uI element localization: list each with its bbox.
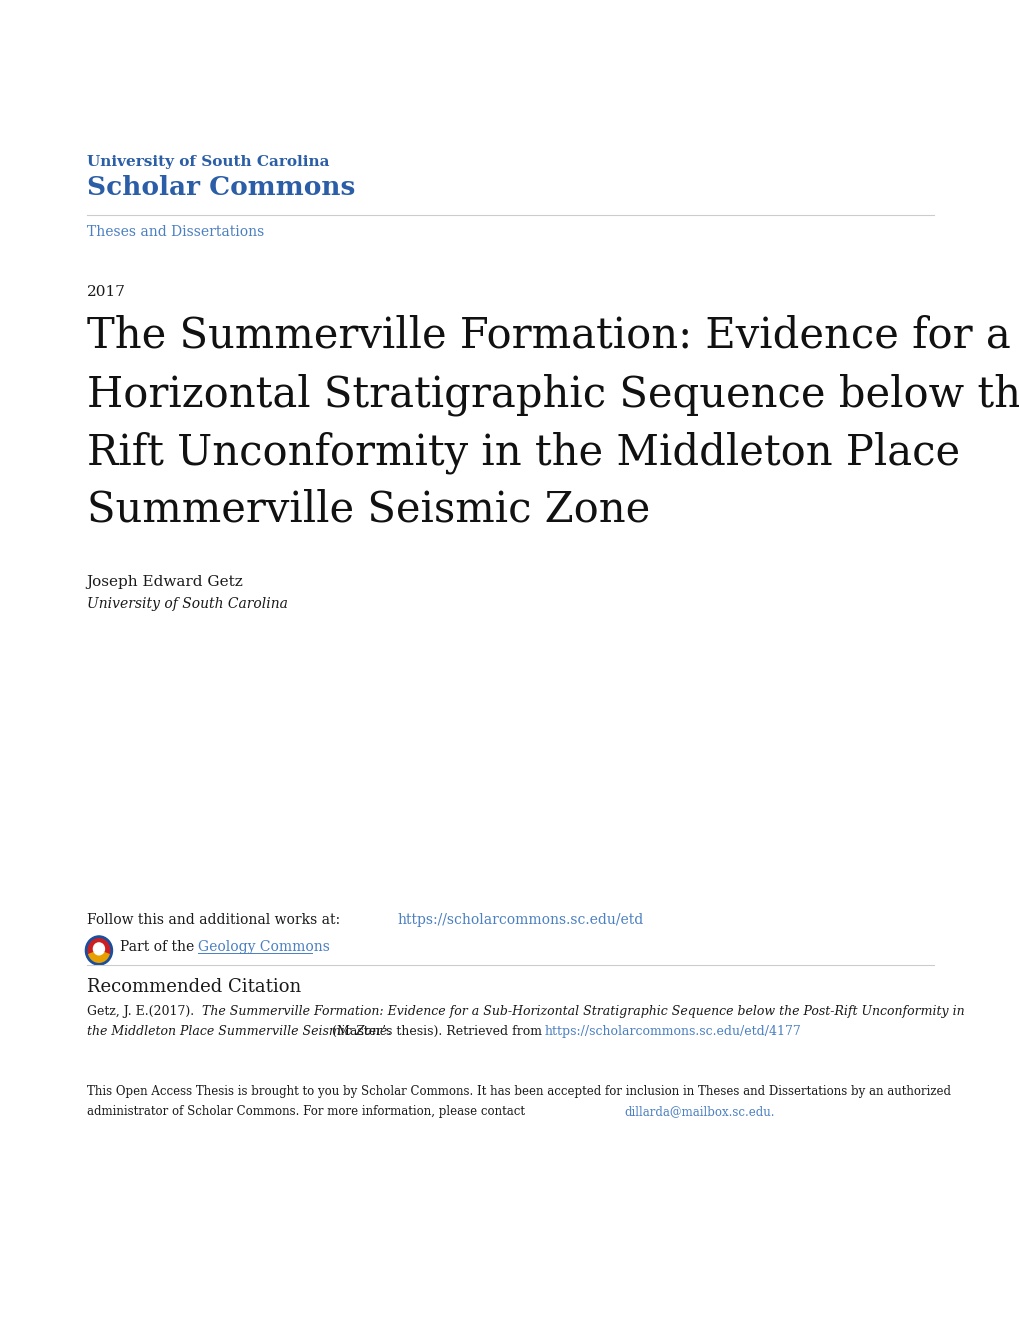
Text: University of South Carolina: University of South Carolina [87, 597, 287, 611]
Text: dillarda@mailbox.sc.edu.: dillarda@mailbox.sc.edu. [624, 1105, 774, 1118]
Text: Follow this and additional works at:: Follow this and additional works at: [87, 913, 343, 927]
Text: This Open Access Thesis is brought to you by Scholar Commons. It has been accept: This Open Access Thesis is brought to yo… [87, 1085, 950, 1098]
Text: Part of the: Part of the [120, 940, 199, 954]
Text: The Summerville Formation: Evidence for a Sub-Horizontal Stratigraphic Sequence : The Summerville Formation: Evidence for … [202, 1005, 964, 1018]
Text: University of South Carolina: University of South Carolina [87, 154, 329, 169]
Circle shape [86, 937, 112, 965]
Text: the Middleton Place Summerville Seismic Zone.: the Middleton Place Summerville Seismic … [87, 1026, 390, 1038]
Text: Horizontal Stratigraphic Sequence below the Post-: Horizontal Stratigraphic Sequence below … [87, 374, 1019, 416]
Wedge shape [87, 950, 111, 965]
Text: Scholar Commons: Scholar Commons [87, 176, 355, 201]
Text: administrator of Scholar Commons. For more information, please contact: administrator of Scholar Commons. For mo… [87, 1105, 528, 1118]
Text: Geology Commons: Geology Commons [198, 940, 329, 954]
Text: Joseph Edward Getz: Joseph Edward Getz [87, 576, 244, 589]
Text: Getz, J. E.(2017).: Getz, J. E.(2017). [87, 1005, 198, 1018]
Text: Rift Unconformity in the Middleton Place: Rift Unconformity in the Middleton Place [87, 432, 959, 474]
Text: (Master’s thesis). Retrieved from: (Master’s thesis). Retrieved from [328, 1026, 546, 1038]
Text: Recommended Citation: Recommended Citation [87, 978, 301, 997]
Text: Summerville Seismic Zone: Summerville Seismic Zone [87, 488, 649, 531]
Text: Theses and Dissertations: Theses and Dissertations [87, 224, 264, 239]
Text: https://scholarcommons.sc.edu/etd/4177: https://scholarcommons.sc.edu/etd/4177 [544, 1026, 801, 1038]
Circle shape [94, 942, 104, 954]
Text: The Summerville Formation: Evidence for a Sub-: The Summerville Formation: Evidence for … [87, 315, 1019, 356]
Text: https://scholarcommons.sc.edu/etd: https://scholarcommons.sc.edu/etd [397, 913, 643, 927]
Text: 2017: 2017 [87, 285, 125, 300]
